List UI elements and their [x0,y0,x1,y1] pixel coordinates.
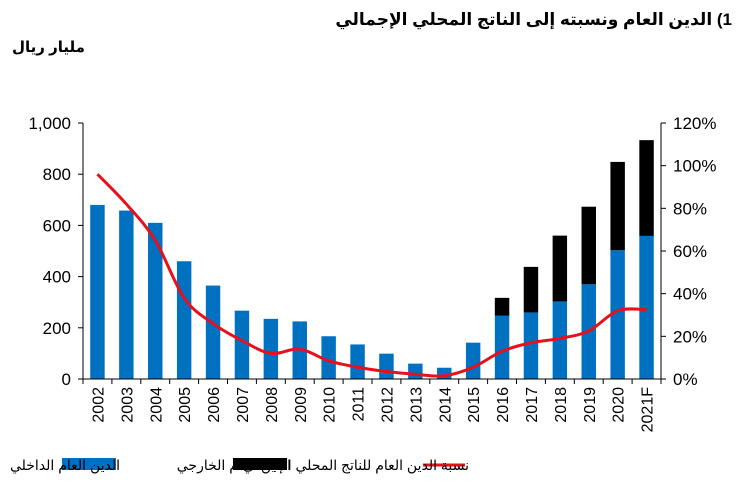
domestic-debt-bar [552,301,568,379]
x-tick-label: 2014 [437,387,454,423]
x-tick-label: 2005 [177,387,194,423]
domestic-debt-bar [148,222,163,379]
x-tick-label: 2018 [553,387,570,423]
left-tick-label: 1,000 [28,114,71,133]
left-tick-label: 800 [43,165,71,184]
legend-external-debt-label: الدين العام الخارجي [177,457,291,474]
x-tick-label: 2012 [379,387,396,423]
right-tick-label: 0% [673,370,698,389]
domestic-debt-bar [176,261,192,379]
x-tick-label: 2006 [206,387,223,423]
external-debt-bar [610,161,625,251]
x-tick-label: 2015 [466,387,483,423]
left-tick-label: 0 [62,370,71,389]
x-tick-label: 2007 [235,387,252,423]
domestic-debt-bar [350,344,365,379]
domestic-debt-bar [379,353,394,379]
domestic-debt-bar [321,336,336,379]
x-tick-label: 2003 [119,387,136,423]
chart-title: 1) الدين العام ونسبته إلى الناتج المحلي … [335,10,732,29]
domestic-debt-bar [234,310,250,379]
external-debt-bar [494,297,510,316]
external-debt-bar [639,140,654,236]
x-tick-label: 2020 [611,387,628,423]
external-debt-bar [581,206,596,285]
legend-domestic-debt-swatch [62,458,116,470]
right-tick-label: 80% [673,199,707,218]
x-tick-label: 2002 [90,387,107,423]
external-debt-bar [523,266,539,313]
domestic-debt-bar [90,204,105,379]
y-axis-unit-label: مليار ريال [12,39,85,56]
x-tick-label: 2017 [524,387,541,423]
debt-to-gdp-line [96,173,647,378]
domestic-debt-bar [437,367,452,379]
x-tick-label: 2010 [322,387,339,423]
legend-debt-ratio-label: نسبة الدين العام للناتج المحلي الإجمالي [243,457,469,474]
x-tick-label: 2013 [408,387,425,423]
x-tick-label: 2019 [582,387,599,423]
external-debt-bar [552,235,568,302]
x-tick-label: 2004 [148,387,165,423]
x-tick-label: 2016 [495,387,512,423]
legend-external-debt-swatch [233,458,287,470]
x-tick-label: 2021F [640,387,657,433]
domestic-debt-bar [465,342,481,379]
right-tick-label: 100% [673,157,716,176]
right-tick-label: 60% [673,242,707,261]
legend-domestic-debt-label: الدين العام الداخلي [10,457,120,474]
domestic-debt-bar [408,363,423,379]
x-tick-label: 2011 [351,387,368,422]
left-tick-label: 200 [43,319,71,338]
right-tick-label: 120% [673,114,716,133]
left-tick-label: 400 [43,268,71,287]
domestic-debt-bar [523,312,539,379]
x-tick-label: 2009 [293,387,310,423]
domestic-debt-bar [494,315,510,379]
left-tick-label: 600 [43,216,71,235]
x-tick-label: 2008 [264,387,281,423]
right-tick-label: 40% [673,285,707,304]
domestic-debt-bar [205,285,221,379]
domestic-debt-bar [639,235,654,379]
right-tick-label: 20% [673,327,707,346]
domestic-debt-bar [610,250,625,379]
domestic-debt-bar [119,210,134,379]
domestic-debt-bar [263,318,279,379]
